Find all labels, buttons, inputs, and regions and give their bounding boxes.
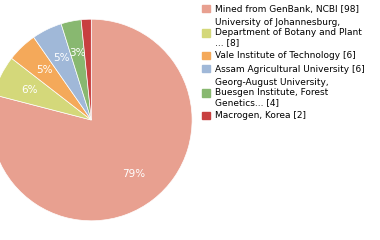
Wedge shape (0, 58, 91, 120)
Text: 5%: 5% (53, 54, 70, 63)
Wedge shape (81, 19, 91, 120)
Text: 5%: 5% (36, 65, 52, 75)
Wedge shape (61, 20, 91, 120)
Wedge shape (0, 19, 192, 221)
Wedge shape (34, 24, 91, 120)
Text: 3%: 3% (69, 48, 86, 58)
Legend: Mined from GenBank, NCBI [98], University of Johannesburg,
Department of Botany : Mined from GenBank, NCBI [98], Universit… (202, 5, 364, 120)
Wedge shape (11, 37, 91, 120)
Text: 6%: 6% (22, 85, 38, 95)
Text: 79%: 79% (122, 169, 145, 179)
